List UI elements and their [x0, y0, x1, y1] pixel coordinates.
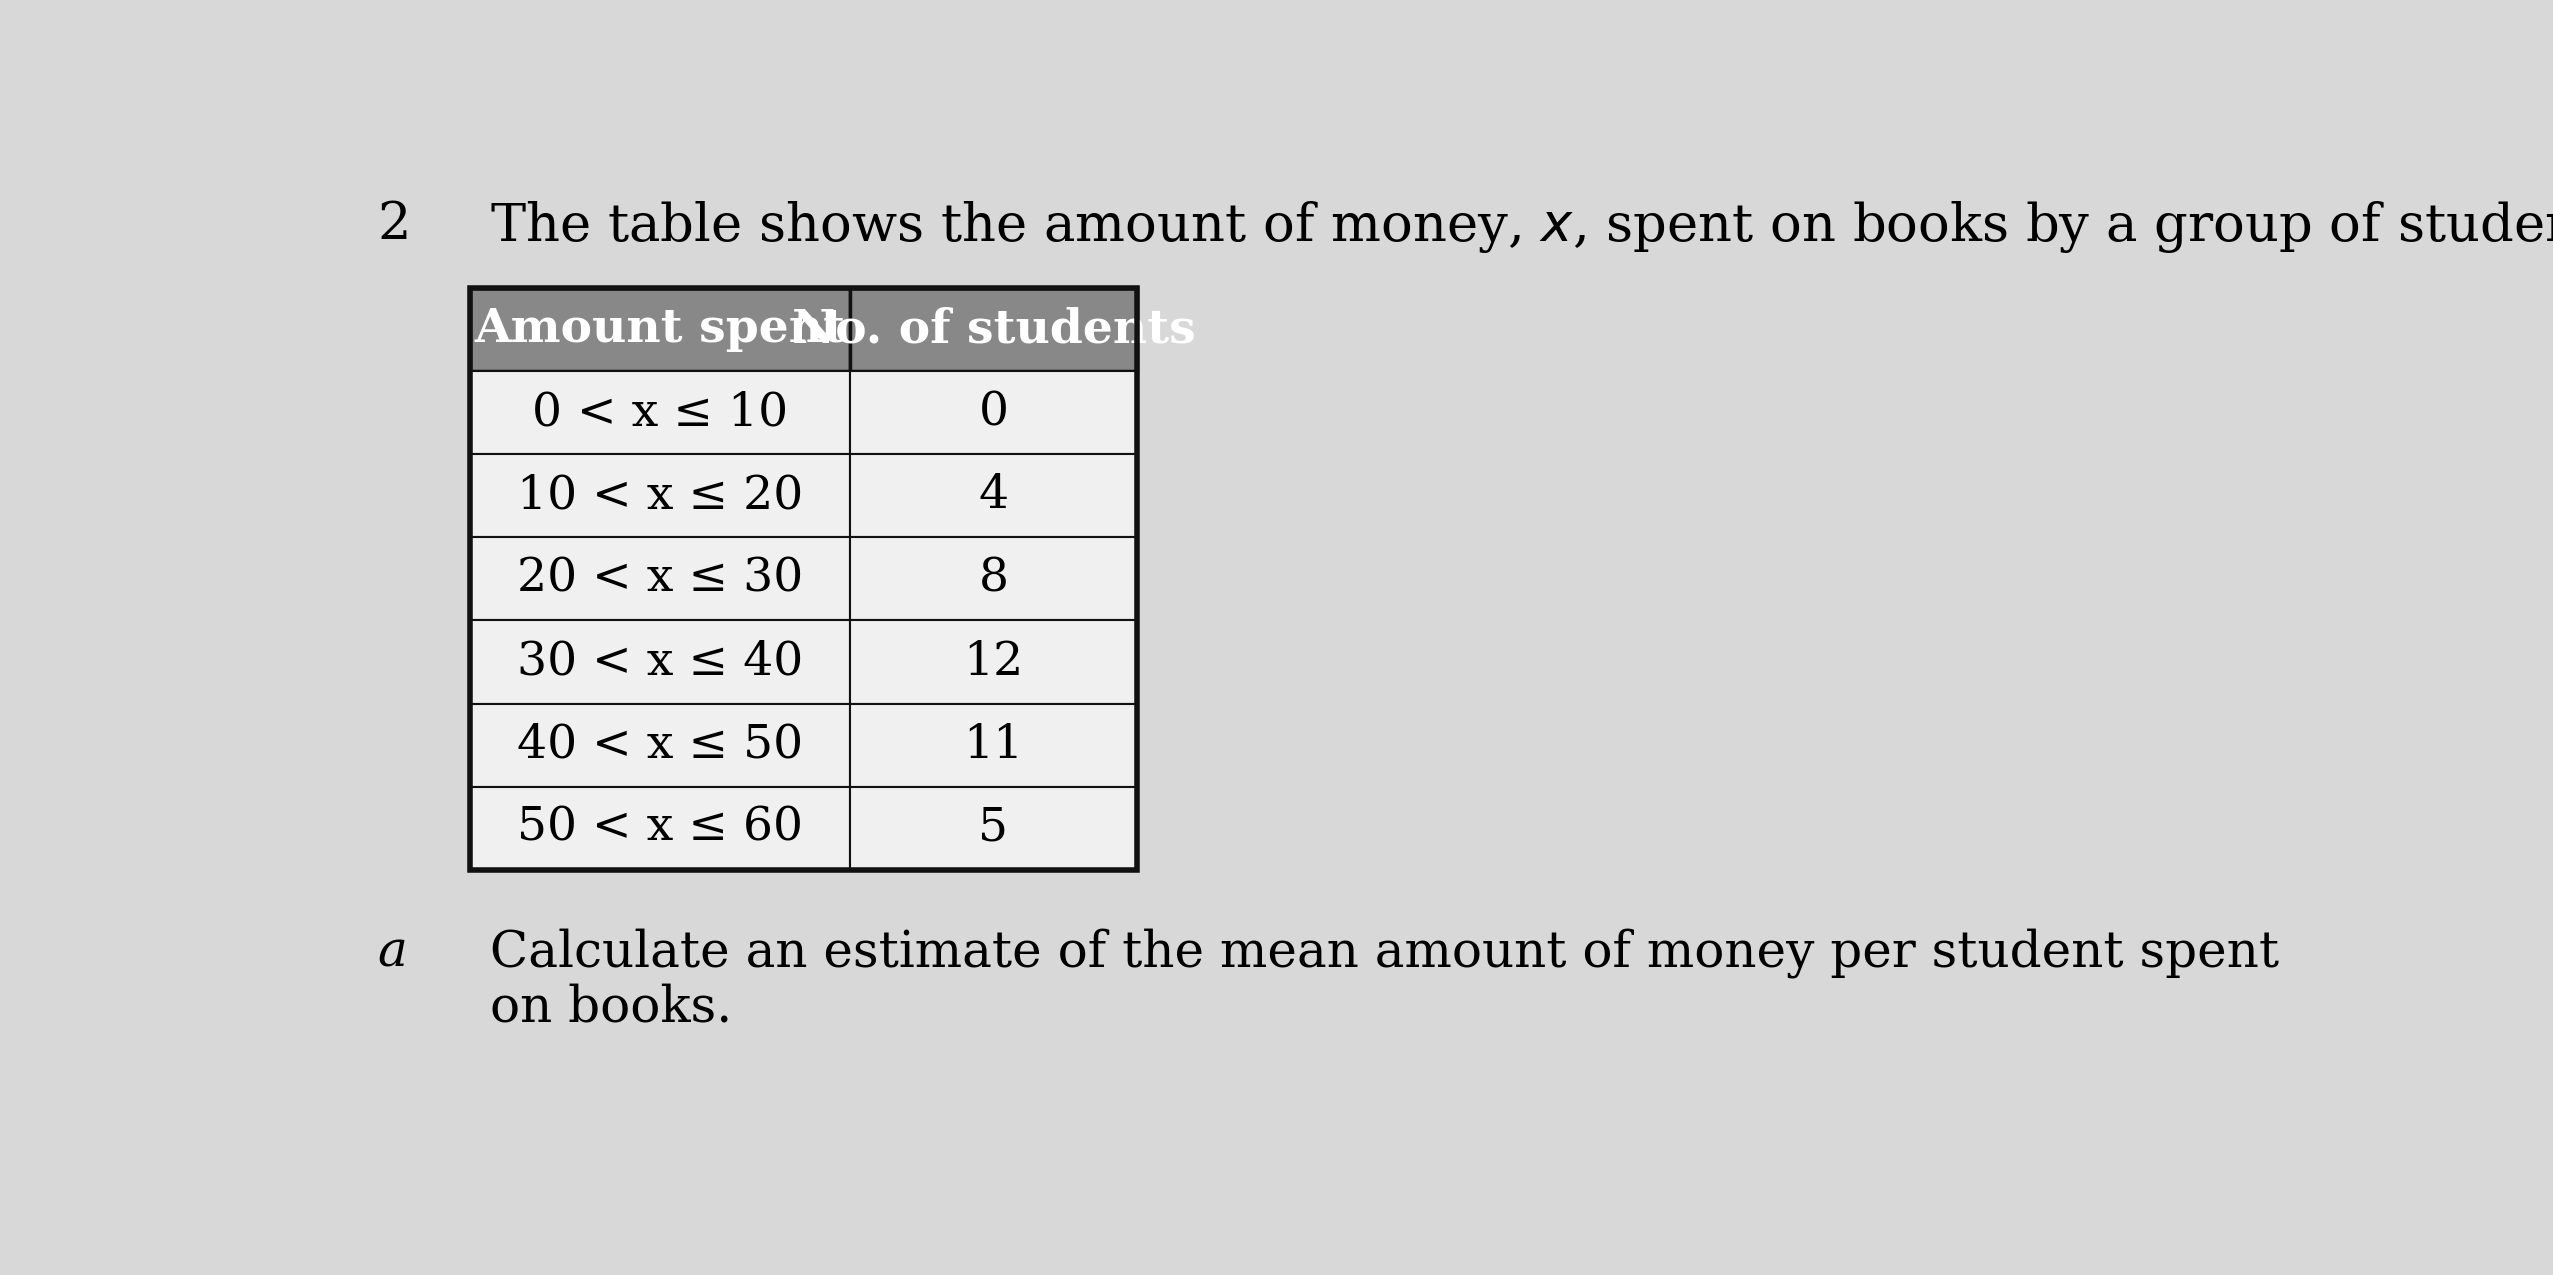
Bar — [470, 454, 850, 537]
Bar — [470, 621, 850, 704]
Text: 20 < x ≤ 30: 20 < x ≤ 30 — [518, 556, 804, 602]
Text: 4: 4 — [978, 473, 1008, 518]
Text: on books.: on books. — [490, 983, 733, 1033]
Bar — [470, 537, 850, 621]
Text: The table shows the amount of money, $x$, spent on books by a group of students.: The table shows the amount of money, $x$… — [490, 199, 2553, 255]
Text: 10 < x ≤ 20: 10 < x ≤ 20 — [518, 473, 804, 518]
Bar — [470, 704, 850, 787]
Bar — [470, 288, 850, 371]
Text: a: a — [378, 928, 406, 977]
Text: Amount spent: Amount spent — [475, 306, 845, 352]
Bar — [470, 288, 1136, 870]
Text: 2: 2 — [378, 199, 411, 250]
Bar — [850, 288, 1136, 371]
Bar — [470, 787, 850, 870]
Text: 0 < x ≤ 10: 0 < x ≤ 10 — [531, 390, 789, 435]
Text: No. of students: No. of students — [791, 306, 1195, 352]
Bar — [850, 704, 1136, 787]
Text: 30 < x ≤ 40: 30 < x ≤ 40 — [518, 639, 804, 685]
Text: 12: 12 — [962, 639, 1024, 685]
Bar — [850, 371, 1136, 454]
Text: 11: 11 — [962, 723, 1024, 768]
Text: 0: 0 — [978, 390, 1008, 435]
Text: 5: 5 — [978, 806, 1008, 850]
Bar — [850, 537, 1136, 621]
Bar — [850, 454, 1136, 537]
Bar — [850, 787, 1136, 870]
Text: 8: 8 — [978, 556, 1008, 602]
Text: 50 < x ≤ 60: 50 < x ≤ 60 — [518, 806, 804, 850]
Text: 40 < x ≤ 50: 40 < x ≤ 50 — [518, 723, 804, 768]
Text: Calculate an estimate of the mean amount of money per student spent: Calculate an estimate of the mean amount… — [490, 928, 2280, 978]
Bar — [850, 621, 1136, 704]
Bar — [470, 371, 850, 454]
